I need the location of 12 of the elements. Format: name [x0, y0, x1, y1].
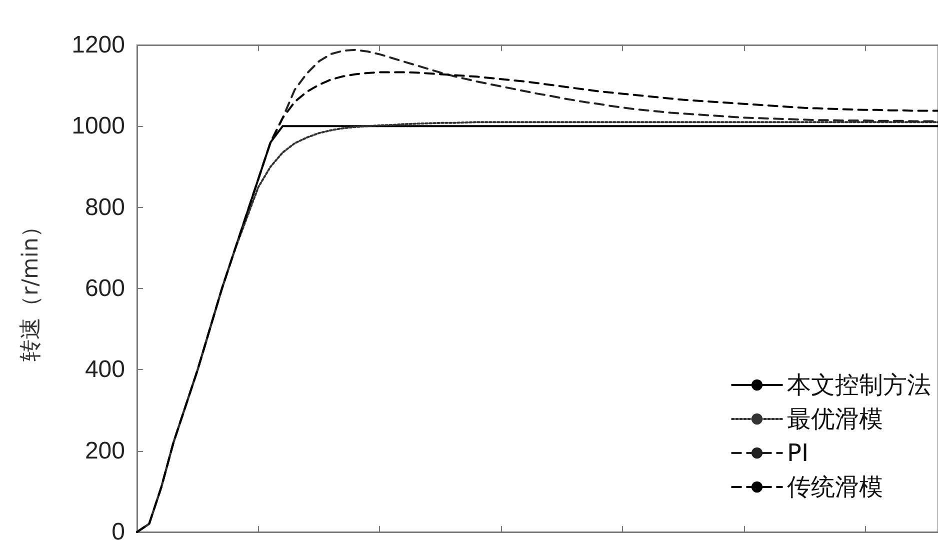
legend-label: 传统滑模: [787, 473, 883, 501]
y-tick-label: 0: [112, 518, 125, 544]
y-tick-label: 200: [84, 437, 125, 464]
y-tick-label: 1000: [72, 112, 125, 140]
legend-label: PI: [787, 439, 809, 467]
y-tick-label: 400: [84, 356, 125, 384]
y-tick-label: 1200: [72, 32, 125, 58]
y-tick-label: 800: [84, 194, 125, 221]
y-tick-label: 600: [84, 275, 125, 302]
legend-label: 最优滑模: [787, 405, 883, 433]
y-axis-title: 转速（r/min）: [18, 216, 44, 362]
legend-label: 本文控制方法: [787, 371, 931, 399]
